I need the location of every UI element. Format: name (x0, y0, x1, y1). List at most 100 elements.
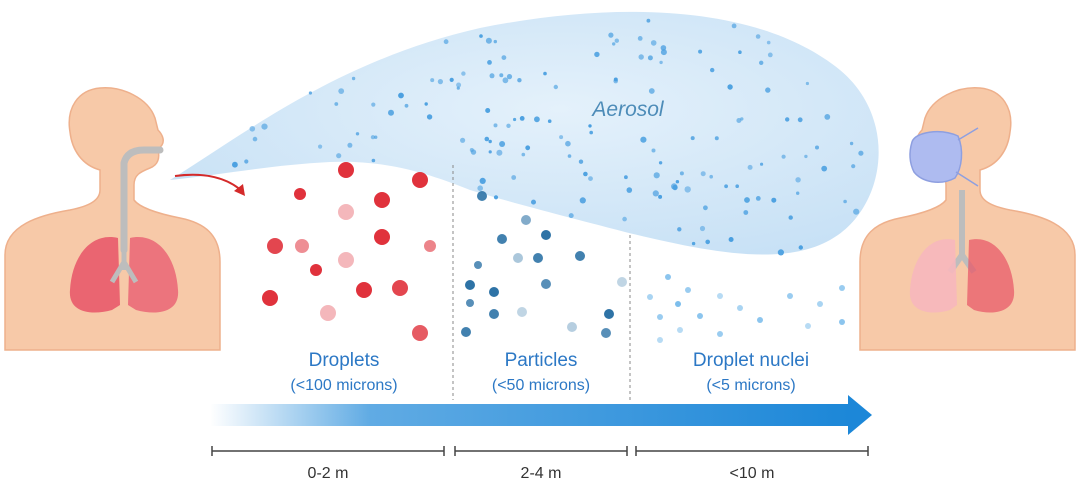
aerosol-particle (858, 150, 864, 156)
aerosol-particle (652, 190, 659, 197)
aerosol-particle (759, 60, 764, 65)
aerosol-particle (568, 213, 574, 219)
aerosol-particle (690, 136, 695, 141)
aerosol-particle (588, 176, 593, 182)
droplet (374, 229, 390, 245)
aerosol-particle (424, 102, 428, 106)
droplet (262, 290, 278, 306)
left-bronchi (109, 250, 139, 284)
aerosol-particle (795, 177, 801, 183)
aerosol-particle (766, 40, 771, 45)
aerosol-particle (703, 205, 708, 211)
particle (541, 230, 551, 240)
aerosol-particle (374, 135, 378, 139)
droplet (295, 239, 309, 253)
aerosol-particle (485, 108, 491, 113)
aerosol-particle (565, 140, 571, 147)
aerosol-particle (735, 184, 739, 188)
aerosol-particle (559, 135, 564, 140)
aerosol-particle (404, 103, 409, 108)
aerosol-particle (370, 135, 375, 140)
aerosol-particle (261, 123, 268, 130)
aerosol-particle (567, 154, 572, 158)
aerosol-particle (653, 172, 660, 179)
droplet (374, 192, 390, 208)
aerosol-particle (651, 148, 656, 153)
aerosol-particle (796, 191, 800, 195)
aerosol-particle (371, 102, 376, 107)
distance-arrow-head (848, 395, 872, 435)
droplet (338, 204, 354, 220)
aerosol-particle (460, 137, 466, 143)
droplet-nucleus (675, 301, 681, 307)
aerosol-particle (608, 32, 614, 38)
aerosol-particle (613, 78, 618, 84)
aerosol-particle (589, 130, 593, 135)
aerosol-particle (659, 60, 663, 65)
face-mask (909, 130, 963, 184)
aerosol-particle (355, 132, 360, 136)
aerosol-particle (743, 210, 749, 215)
aerosol-particle (614, 38, 619, 43)
aerosol-particle (691, 241, 696, 246)
aerosol-particle (728, 237, 734, 242)
aerosol-particle (727, 84, 733, 90)
aerosol-particle (501, 55, 507, 60)
particle (489, 287, 499, 297)
aerosol-particle (677, 227, 682, 232)
aerosol-particle (658, 194, 663, 199)
aerosol-particle (430, 78, 435, 83)
distance-arrow-shaft (210, 404, 850, 426)
aerosol-particle (755, 196, 761, 201)
aerosol-particle (489, 73, 495, 79)
aerosol-particle (624, 175, 628, 180)
aerosol-particle (517, 78, 522, 83)
left-person-body (4, 87, 221, 351)
particle (461, 327, 471, 337)
aerosol-particle (738, 50, 742, 54)
aerosol-particle (760, 162, 764, 166)
zone-particles-name: Particles (505, 350, 578, 371)
aerosol-particle (815, 145, 819, 150)
aerosol-particle (502, 77, 509, 84)
aerosol-particle (426, 114, 433, 120)
aerosol-particle (698, 49, 703, 54)
aerosol-particle (658, 161, 663, 165)
aerosol-particle (731, 23, 737, 29)
aerosol-particle (443, 39, 449, 45)
aerosol-particle (493, 195, 499, 200)
aerosol-particle (461, 71, 466, 76)
aerosol-particle (477, 185, 484, 191)
aerosol-particle (338, 88, 345, 94)
aerosol-particle (499, 141, 506, 147)
aerosol-particle (675, 180, 680, 184)
aerosol-particle (646, 18, 651, 23)
aerosol-particle (469, 148, 474, 152)
aerosol-particle (488, 139, 492, 144)
aerosol-particle (398, 92, 404, 99)
aerosol-particle (484, 136, 490, 142)
aerosol-particle (640, 136, 647, 143)
aerosol-particle (487, 60, 492, 65)
droplet-nucleus (757, 317, 763, 323)
droplet-nucleus (665, 274, 671, 280)
infected-person (4, 87, 221, 351)
aerosol-particle (578, 159, 584, 164)
aerosol-particle (851, 164, 856, 169)
aerosol-particle (626, 187, 633, 193)
droplet-nucleus (737, 305, 743, 311)
particle (477, 191, 487, 201)
droplet-nucleus (677, 327, 683, 333)
particle (604, 309, 614, 319)
droplet (412, 172, 428, 188)
nuclei-dots (647, 274, 845, 343)
masked-person (859, 87, 1076, 351)
aerosol-particle (660, 49, 667, 56)
droplet-nucleus (647, 294, 653, 300)
aerosol-particle (493, 39, 497, 44)
particle (541, 279, 551, 289)
aerosol-particle (709, 174, 713, 179)
particle-dots (461, 191, 627, 338)
